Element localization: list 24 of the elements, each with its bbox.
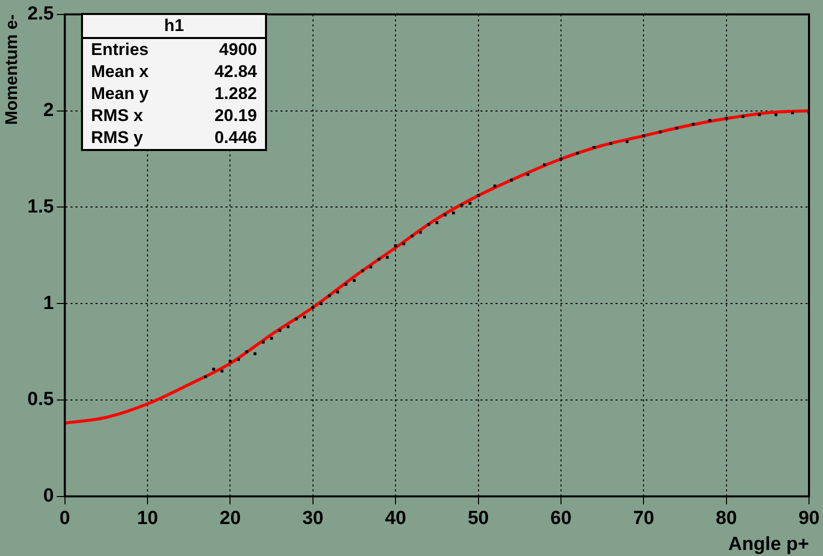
x-tick-label: 40 [384,508,406,530]
x-tick-label: 90 [798,508,820,530]
x-tick-label: 10 [136,508,158,530]
text: Entries 4900 [91,40,257,59]
y-axis-title: Momentum e- [2,14,21,125]
x-tick-label: 60 [550,508,572,530]
text: Mean x 42.84 [91,62,257,81]
y-tick-label: 0.5 [27,389,54,410]
y-tick-label: 1 [43,292,54,314]
y-tick-label: 0 [43,486,54,507]
y-tick-label: 2 [43,100,54,122]
chart-title: h1 [83,15,265,39]
x-axis-title: Angle p+ [728,534,809,555]
text: RMS y 0.446 [91,128,257,147]
x-tick-label: 0 [60,508,70,530]
y-tick-label: 1.5 [27,196,54,218]
text: RMS x 20.19 [91,106,257,125]
x-tick-label: 30 [302,508,324,530]
x-tick-label: 80 [716,508,737,530]
text: Mean y 1.282 [91,84,257,103]
x-tick-label: 50 [468,508,489,530]
x-tick-label: 20 [220,508,241,530]
y-tick-label: 2.5 [27,4,54,25]
x-tick-label: 70 [633,508,654,530]
